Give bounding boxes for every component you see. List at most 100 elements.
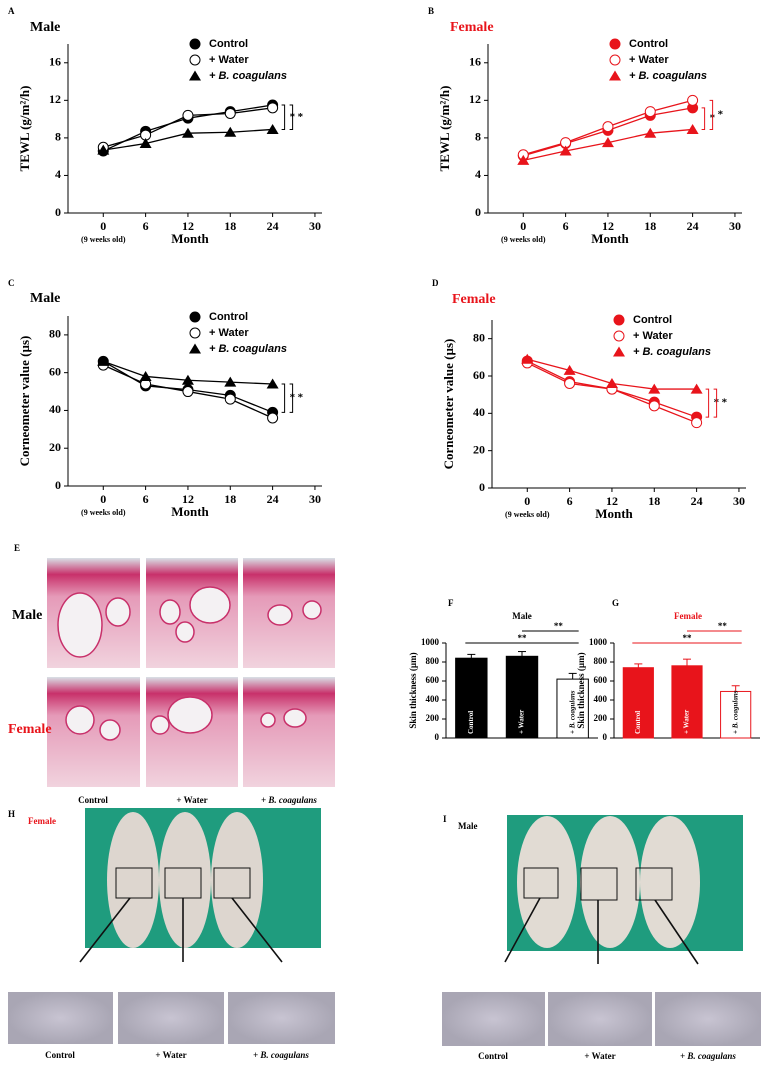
bar [455, 657, 488, 739]
legend-marker [609, 38, 621, 50]
y-tick-label: 12 [49, 92, 61, 106]
histology-photos [47, 558, 335, 787]
point [559, 145, 572, 156]
bar [556, 678, 589, 739]
significance-bracket [705, 388, 710, 418]
x-tick-label: 30 [309, 219, 321, 233]
x-tick-label: 0 [520, 219, 526, 233]
significance-label: ** [554, 621, 564, 631]
x-tick-label: 30 [733, 494, 745, 508]
x-tick-label: 12 [182, 492, 194, 506]
legend-marker [189, 70, 201, 81]
point [564, 377, 576, 389]
legend-marker [189, 343, 201, 354]
legend-label: + Water [209, 327, 249, 339]
x-tick-label: 0 [524, 494, 530, 508]
significance-label: * [298, 111, 304, 123]
category-label: + Water [518, 710, 526, 734]
significance-bracket [713, 388, 718, 418]
significance-label: * [718, 108, 724, 120]
x-tick-label: 30 [729, 219, 741, 233]
significance-bracket [281, 104, 286, 130]
category-label: Control [467, 711, 475, 734]
row-label: Female [8, 722, 52, 737]
y-tick-label: 4 [55, 167, 61, 181]
x-tick-label: 12 [606, 494, 618, 508]
x-tick-label: 6 [563, 219, 569, 233]
significance-bracket [289, 104, 294, 130]
panel-letter: H [8, 809, 15, 819]
panel-title: Female [452, 292, 496, 307]
significance-label: * [298, 392, 304, 404]
y-axis-label: Skin thickness (µm) [408, 652, 418, 728]
legend-marker [189, 311, 201, 323]
point [687, 94, 699, 106]
x-tick-label: 12 [182, 219, 194, 233]
y-axis-label: Skin thickness (µm) [576, 652, 586, 728]
x-tick-label: 18 [224, 219, 236, 233]
panel-letter: A [8, 6, 15, 16]
category-label: + B. coagulans [568, 690, 576, 734]
x-tick-label: 18 [648, 494, 660, 508]
legend-marker [609, 54, 621, 66]
point [267, 412, 279, 424]
panel-title: Male [512, 611, 532, 621]
y-tick-label: 40 [49, 402, 61, 416]
y-tick-label: 80 [49, 327, 61, 341]
y-tick-label: 0 [475, 205, 481, 219]
point [605, 377, 618, 388]
column-label: Control [478, 1051, 508, 1061]
y-axis-label: TEWL (g/m²/h) [17, 86, 32, 172]
bar [622, 667, 654, 739]
legend-label: + Water [629, 54, 669, 66]
point [690, 383, 703, 394]
column-label: Control [78, 795, 108, 805]
y-axis-label: Corneometer value (µs) [441, 339, 456, 470]
significance-bracket [701, 107, 706, 130]
panel-letter: F [448, 598, 454, 608]
x-tick-label: 6 [143, 492, 149, 506]
y-tick-label: 4 [475, 167, 481, 181]
x-tick-label: 24 [267, 219, 279, 233]
mouse-photo-male [442, 815, 761, 1046]
column-label: Control [45, 1050, 75, 1060]
point [224, 126, 237, 137]
y-tick-label: 12 [469, 92, 481, 106]
mouse-photo-female [8, 808, 335, 1044]
photo-layer [8, 558, 761, 1046]
point [563, 364, 576, 375]
point [97, 355, 110, 366]
y-tick-label: 600 [426, 675, 440, 685]
y-tick-label: 1000 [421, 637, 440, 647]
point [266, 378, 279, 389]
x-axis-label: Month [595, 506, 633, 521]
category-label: + B. coagulans [731, 690, 739, 734]
legend-marker [609, 70, 621, 81]
panel-title: Female [28, 816, 56, 826]
point [181, 374, 194, 385]
y-tick-label: 0 [603, 732, 608, 742]
legend-label: Control [629, 38, 668, 50]
y-tick-label: 16 [469, 55, 481, 69]
y-tick-label: 200 [594, 713, 608, 723]
y-tick-label: 60 [473, 368, 485, 382]
y-tick-label: 8 [55, 130, 61, 144]
y-tick-label: 60 [49, 364, 61, 378]
significance-label: ** [518, 633, 528, 643]
panel-title: Male [458, 821, 478, 831]
legend-marker [189, 327, 201, 339]
x-tick-label: 24 [267, 492, 279, 506]
panel-letter: C [8, 278, 15, 288]
point [601, 137, 614, 148]
panel-title: Male [30, 20, 60, 35]
column-label: + Water [584, 1051, 615, 1061]
point [521, 353, 534, 364]
significance-label: * [722, 397, 728, 409]
x-tick-label: 6 [143, 219, 149, 233]
x-tick-label: 18 [224, 492, 236, 506]
bar [720, 690, 752, 739]
legend-marker [189, 54, 201, 66]
y-tick-label: 400 [594, 694, 608, 704]
point [224, 393, 236, 405]
y-tick-label: 20 [49, 440, 61, 454]
